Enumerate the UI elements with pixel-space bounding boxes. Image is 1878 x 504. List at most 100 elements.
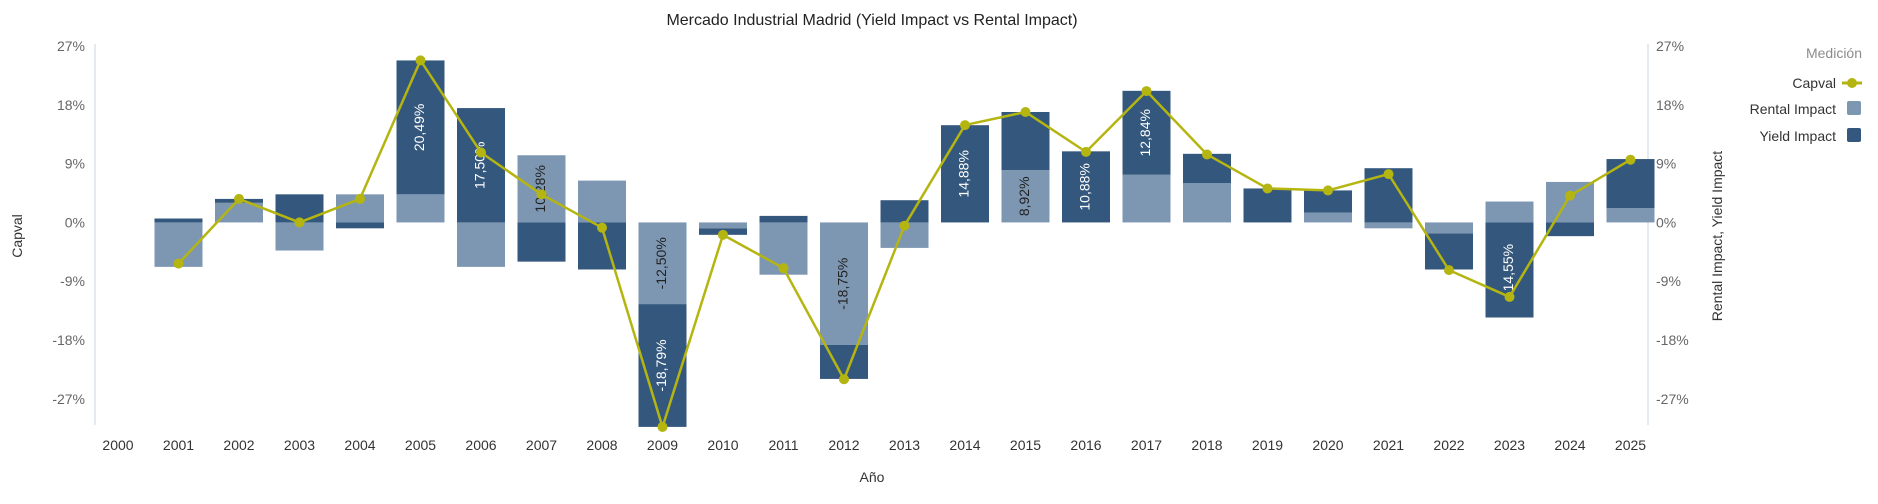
capval-point: [476, 147, 486, 158]
chart-title: Mercado Industrial Madrid (Yield Impact …: [666, 12, 1077, 29]
x-tick-label: 2024: [1554, 437, 1585, 453]
capval-point: [355, 193, 365, 204]
bar-rental-impact: [517, 155, 566, 223]
x-tick-label: 2022: [1433, 437, 1464, 453]
bar-yield-impact: [336, 222, 384, 229]
y-axis-right-label: Rental Impact, Yield Impact: [1709, 151, 1725, 322]
y-tick-left-label: 0%: [65, 214, 85, 230]
capval-point: [1625, 154, 1636, 165]
bar-rental-impact: [578, 180, 626, 223]
y-tick-left-label: 9%: [65, 156, 85, 172]
bar-data-label: -18,75%: [835, 258, 851, 310]
bar-yield-impact: [1122, 90, 1171, 175]
capval-point: [778, 263, 789, 274]
bar-rental-impact: [457, 222, 505, 267]
x-tick-label: 2017: [1131, 437, 1162, 453]
bar-data-label: 10,28%: [532, 165, 548, 212]
y-axis-left-label: Capval: [9, 214, 25, 258]
bar-yield-impact: [1425, 233, 1473, 270]
bar-data-label: -12,50%: [653, 237, 669, 289]
bar-yield-impact: [1304, 190, 1352, 213]
bar-rental-impact: [1122, 174, 1171, 223]
bar-yield-impact: [880, 200, 929, 223]
y-tick-right-label: -18%: [1656, 332, 1689, 348]
x-tick-label: 2009: [647, 437, 678, 453]
capval-point: [536, 189, 547, 200]
bar-rental-impact: [1001, 170, 1050, 223]
x-tick-label: 2015: [1010, 437, 1041, 453]
x-axis-label: Año: [860, 469, 885, 485]
capval-point: [294, 217, 305, 228]
bar-rental-impact: [1304, 212, 1352, 223]
x-tick-label: 2011: [768, 437, 798, 453]
capval-point: [718, 229, 728, 240]
bar-yield-impact: [1606, 159, 1655, 209]
bar-data-label: 20,49%: [411, 104, 427, 151]
bar-rental-impact: [699, 222, 747, 229]
bar-yield-impact: [1546, 222, 1594, 237]
bar-yield-impact: [941, 125, 989, 223]
bar-data-label: 14,88%: [956, 150, 972, 197]
y-tick-left-label: 27%: [57, 38, 85, 54]
y-tick-right-label: -9%: [1656, 273, 1681, 289]
legend-label-rental: Rental Impact: [1750, 101, 1836, 117]
x-tick-label: 2019: [1252, 437, 1283, 453]
x-tick-label: 2014: [949, 437, 980, 453]
capval-point: [1565, 190, 1575, 201]
x-tick-label: 2012: [828, 437, 859, 453]
legend-marker-capval: [1847, 78, 1857, 88]
plot-area: -27% -27% -18% -18% -9% -9% 0% 0% 9% 9% 18% 18% 27% 2…: [52, 38, 1688, 453]
x-tick-label: 2013: [889, 437, 920, 453]
bar-yield-impact: [1062, 151, 1110, 223]
bar-rental-impact: [1606, 208, 1655, 223]
bar-rental-impact: [1546, 181, 1594, 223]
y-tick-right-label: 0%: [1656, 214, 1676, 230]
bar-rental-impact: [1364, 222, 1413, 229]
capval-point: [234, 193, 244, 204]
x-tick-label: 2008: [586, 437, 617, 453]
capval-point: [1444, 265, 1454, 276]
capval-point: [1262, 183, 1273, 194]
bar-data-label: 10,88%: [1077, 163, 1093, 210]
x-tick-label: 2007: [526, 437, 557, 453]
bar-data-label: 12,84%: [1137, 109, 1153, 156]
bar-rental-impact: [1183, 183, 1231, 223]
capval-point: [1504, 291, 1515, 302]
x-tick-label: 2010: [707, 437, 738, 453]
x-tick-label: 2021: [1373, 437, 1404, 453]
capval-point: [1020, 106, 1031, 117]
capval-point: [1081, 146, 1091, 157]
bar-rental-impact: [820, 222, 868, 345]
y-tick-right-label: 18%: [1656, 97, 1684, 113]
x-tick-label: 2006: [465, 437, 496, 453]
x-tick-label: 2025: [1615, 437, 1646, 453]
y-tick-left-label: -18%: [52, 332, 85, 348]
y-tick-left-label: 18%: [57, 97, 85, 113]
x-tick-label: 2020: [1312, 437, 1343, 453]
capval-point: [1202, 149, 1212, 160]
capval-point: [415, 55, 426, 66]
y-tick-right-label: -27%: [1656, 391, 1689, 407]
legend-swatch-rental: [1847, 101, 1861, 115]
x-tick-label: 2002: [223, 437, 254, 453]
x-tick-label: 2000: [102, 437, 133, 453]
x-tick-label: 2004: [344, 437, 375, 453]
bar-yield-impact: [638, 304, 687, 427]
capval-point: [173, 258, 184, 269]
legend-swatch-yield: [1847, 128, 1861, 142]
x-tick-label: 2003: [284, 437, 315, 453]
bar-rental-impact: [1425, 222, 1473, 234]
y-tick-right-label: 9%: [1656, 156, 1676, 172]
y-tick-left-label: -9%: [60, 273, 85, 289]
bar-yield-impact: [1001, 111, 1050, 171]
capval-point: [1141, 86, 1152, 97]
bar-yield-impact: [1243, 188, 1292, 223]
x-tick-label: 2018: [1191, 437, 1222, 453]
bar-data-label: 8,92%: [1016, 176, 1032, 216]
capval-point: [1383, 169, 1394, 180]
bar-rental-impact: [215, 202, 263, 223]
capval-point: [839, 374, 849, 385]
x-tick-label: 2023: [1494, 437, 1525, 453]
